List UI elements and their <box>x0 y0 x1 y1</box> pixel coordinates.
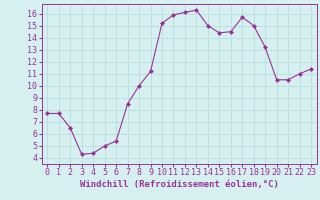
X-axis label: Windchill (Refroidissement éolien,°C): Windchill (Refroidissement éolien,°C) <box>80 180 279 189</box>
